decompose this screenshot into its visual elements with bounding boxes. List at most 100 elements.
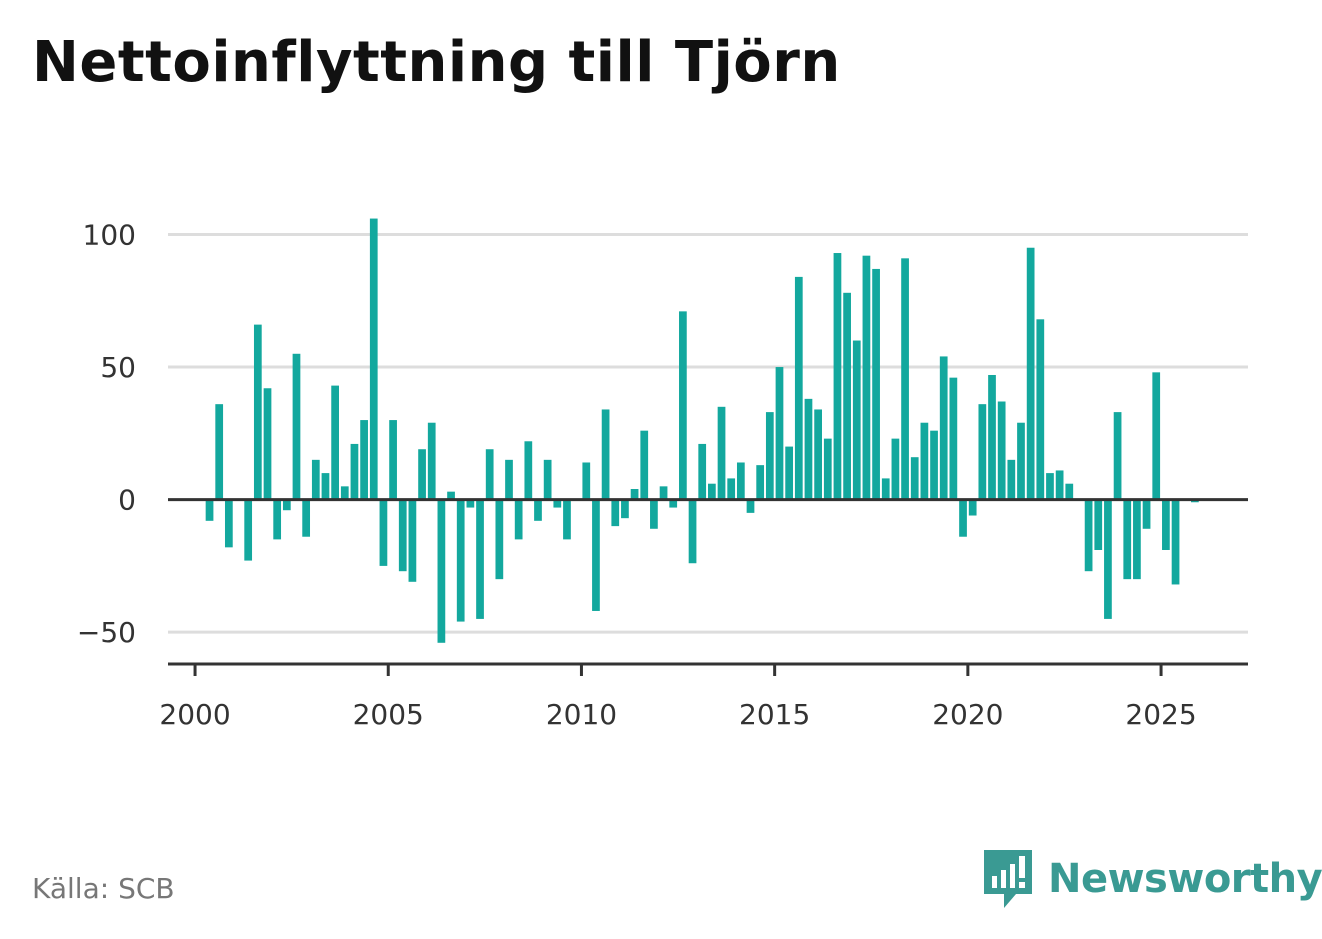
bar: 2006 Q3: 3 [447, 491, 455, 500]
bar: 2023 Q1: -27 [1084, 499, 1093, 572]
bar: 2010 Q2: -42 [592, 499, 600, 611]
x-tick-label: 2015 [739, 698, 810, 731]
bar: 2000 Q4: -18 [224, 499, 233, 548]
bar: 2016 Q1: 34 [814, 409, 822, 500]
bar: 2004 Q4: -25 [379, 499, 388, 566]
bar: 2006 Q1: 29 [427, 422, 436, 500]
bar: 2015 Q1: 50 [775, 367, 784, 500]
y-axis-ticks: 100 50 0 −50 [77, 218, 136, 649]
bar: 2021 Q1: 15 [1007, 459, 1016, 500]
bar: 2011 Q3: 26 [640, 430, 649, 500]
x-tick-label: 2005 [353, 698, 424, 731]
bar: 2012 Q2: -3 [669, 499, 678, 508]
chart-title: Nettoinflyttning till Tjörn [32, 30, 841, 95]
bar: 2019 Q1: 26 [930, 430, 938, 500]
bar: 2000 Q2: -8 [205, 499, 214, 521]
bar: 2003 Q2: 10 [321, 473, 330, 500]
bar: 2007 Q2: -45 [476, 499, 484, 619]
bar: 2022 Q3: 6 [1065, 483, 1074, 500]
bar: 2021 Q3: 95 [1026, 247, 1035, 500]
x-tick-label: 2010 [546, 698, 617, 731]
bar: 2008 Q1: 15 [505, 459, 513, 500]
bar: 2007 Q3: 19 [485, 449, 494, 500]
bar: 2011 Q2: 4 [630, 489, 639, 500]
bar: 2010 Q4: -10 [611, 499, 620, 527]
x-axis-ticks: 2000 2005 2010 2015 2020 2025 [159, 664, 1197, 731]
bar: 2002 Q1: -15 [273, 499, 282, 540]
bar: 2013 Q4: 8 [727, 478, 736, 500]
bar: 2013 Q3: 35 [717, 406, 726, 500]
bar: 2025 Q2: -32 [1171, 499, 1180, 585]
bar: 2012 Q4: -24 [688, 499, 697, 564]
bar: 2024 Q2: -30 [1133, 499, 1141, 580]
bar: 2020 Q3: 47 [988, 374, 996, 500]
bar: 2013 Q2: 6 [708, 483, 716, 500]
bar: 2007 Q1: -3 [466, 499, 475, 508]
bar: 2024 Q4: 48 [1152, 372, 1161, 500]
bar: 2004 Q2: 30 [360, 420, 368, 500]
bar: 2019 Q3: 46 [949, 377, 958, 500]
bar: 2018 Q3: 16 [910, 457, 919, 500]
bar: 2009 Q1: 15 [543, 459, 552, 500]
bar: 2024 Q1: -30 [1123, 499, 1132, 580]
bar: 2015 Q2: 20 [785, 446, 794, 500]
bar: 2020 Q4: 37 [997, 401, 1006, 500]
bar: 2014 Q1: 14 [736, 462, 745, 500]
x-tick-label: 2020 [932, 698, 1003, 731]
bar: 2008 Q3: 22 [524, 441, 533, 500]
bar: 2025 Q1: -19 [1162, 499, 1170, 550]
bar: 2009 Q2: -3 [553, 499, 562, 508]
bar: 2010 Q1: 14 [582, 462, 591, 500]
bar: 2003 Q4: 5 [340, 486, 349, 500]
bar: 2000 Q3: 36 [215, 404, 224, 500]
bar: 2015 Q3: 84 [794, 276, 803, 500]
bar: 2016 Q3: 93 [833, 253, 842, 500]
gridlines [168, 232, 1248, 634]
bar: 2005 Q2: -27 [398, 499, 407, 572]
bar: 2001 Q2: -23 [244, 499, 253, 561]
bar: 2020 Q1: -6 [968, 499, 977, 516]
bar: 2004 Q3: 106 [369, 218, 378, 500]
x-tick-label: 2025 [1125, 698, 1196, 731]
y-tick-label: 50 [100, 351, 136, 384]
bar: 2012 Q1: 5 [659, 486, 668, 500]
bar: 2014 Q4: 33 [765, 412, 774, 500]
bar: 2018 Q1: 23 [891, 438, 900, 500]
bar: 2014 Q2: -5 [746, 499, 755, 513]
bar: 2006 Q2: -54 [437, 499, 446, 643]
bar: 2017 Q3: 87 [872, 268, 880, 500]
bar: 2009 Q3: -15 [563, 499, 571, 540]
bar: 2001 Q3: 66 [253, 324, 262, 500]
brand-name: Newsworthy [1048, 856, 1322, 902]
bar: 2005 Q3: -31 [408, 499, 417, 582]
bar: 2003 Q1: 15 [311, 459, 320, 500]
bar: 2016 Q4: 78 [843, 292, 851, 500]
y-tick-label: 0 [118, 484, 136, 517]
bar: 2020 Q2: 36 [978, 404, 987, 500]
bar: 2002 Q2: -4 [282, 499, 291, 511]
bar: 2010 Q3: 34 [601, 409, 610, 500]
bar: 2004 Q1: 21 [350, 443, 359, 500]
bar: 2022 Q2: 11 [1055, 470, 1064, 500]
bar: 2012 Q3: 71 [679, 311, 687, 500]
bar: 2011 Q1: -7 [621, 499, 629, 519]
bar: 2014 Q3: 13 [756, 465, 765, 500]
bar: 2003 Q3: 43 [331, 385, 339, 500]
bar: 2022 Q1: 10 [1046, 473, 1054, 500]
brand[interactable]: Newsworthy [982, 848, 1322, 910]
bar: 2005 Q1: 30 [389, 420, 397, 500]
bar: 2005 Q4: 19 [418, 449, 426, 500]
y-tick-label: −50 [77, 616, 136, 649]
bar: 2023 Q3: -45 [1104, 499, 1112, 619]
bar: 2019 Q2: 54 [939, 356, 948, 500]
bar: 2011 Q4: -11 [650, 499, 658, 529]
bar: 2017 Q4: 8 [881, 478, 890, 500]
bar: 2021 Q2: 29 [1017, 422, 1025, 500]
bar: 2021 Q4: 68 [1036, 319, 1045, 500]
bar: 2008 Q4: -8 [534, 499, 542, 521]
bar: 2002 Q4: -14 [302, 499, 311, 537]
bar: 2019 Q4: -14 [959, 499, 967, 537]
bar: 2006 Q4: -46 [456, 499, 465, 622]
